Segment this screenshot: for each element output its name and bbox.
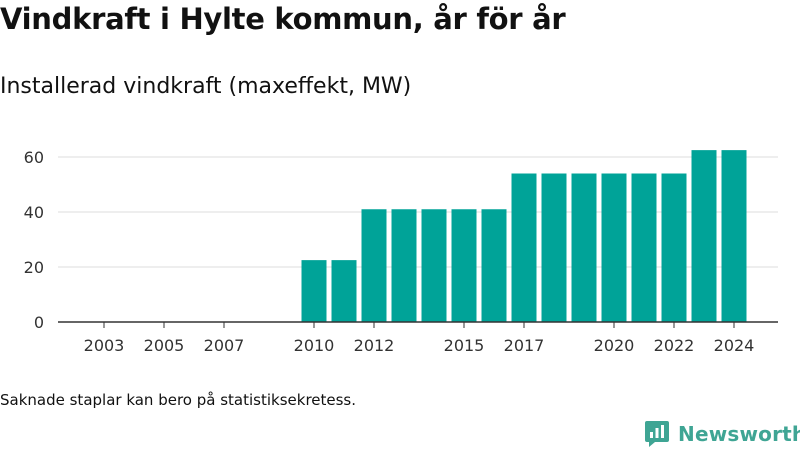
- x-tick-label-2012: 2012: [354, 336, 395, 355]
- brand-logo[interactable]: Newsworthy: [644, 419, 800, 449]
- bar-2013: [391, 209, 417, 322]
- bar-2021: [631, 173, 657, 322]
- bar-2019: [571, 173, 597, 322]
- page-title: Vindkraft i Hylte kommun, år för år: [0, 2, 566, 36]
- bar-chart: 2003 2005 2007 2010 2012 2015 2017 2020 2022 2024…: [24, 148, 778, 355]
- x-tick-label-2022: 2022: [654, 336, 695, 355]
- gridlines: [58, 156, 778, 268]
- y-tick-label-20: 20: [24, 258, 44, 277]
- footnote: Saknade staplar kan bero på statistiksek…: [0, 391, 357, 409]
- bar-2018: [541, 173, 567, 322]
- bar-2017: [511, 173, 537, 322]
- x-tick-label-2005: 2005: [144, 336, 185, 355]
- bar-2014: [421, 209, 447, 322]
- bars: [301, 150, 747, 322]
- bar-2023: [691, 150, 717, 322]
- bar-2024: [721, 150, 747, 322]
- newsworthy-logo-icon: [645, 421, 669, 447]
- x-tick-label-2024: 2024: [714, 336, 755, 355]
- bar-2015: [451, 209, 477, 322]
- bar-2022: [661, 173, 687, 322]
- x-tick-label-2003: 2003: [84, 336, 125, 355]
- x-tick-label-2015: 2015: [444, 336, 485, 355]
- x-tick-label-2017: 2017: [504, 336, 545, 355]
- x-tick-label-2007: 2007: [204, 336, 245, 355]
- y-tick-labels: 0 20 40 60: [24, 148, 44, 332]
- bar-2016: [481, 209, 507, 322]
- y-tick-label-0: 0: [34, 313, 44, 332]
- x-tick-label-2010: 2010: [294, 336, 335, 355]
- x-axis: 2003 2005 2007 2010 2012 2015 2017 2020 2022 2024: [58, 321, 778, 355]
- y-tick-label-60: 60: [24, 148, 44, 167]
- chart-subtitle: Installerad vindkraft (maxeffekt, MW): [0, 74, 412, 99]
- bar-2012: [361, 209, 387, 322]
- y-tick-label-40: 40: [24, 203, 44, 222]
- bar-2010: [301, 260, 327, 322]
- brand-name: Newsworthy: [678, 422, 800, 446]
- bar-2011: [331, 260, 357, 322]
- x-tick-label-2020: 2020: [594, 336, 635, 355]
- bar-2020: [601, 173, 627, 322]
